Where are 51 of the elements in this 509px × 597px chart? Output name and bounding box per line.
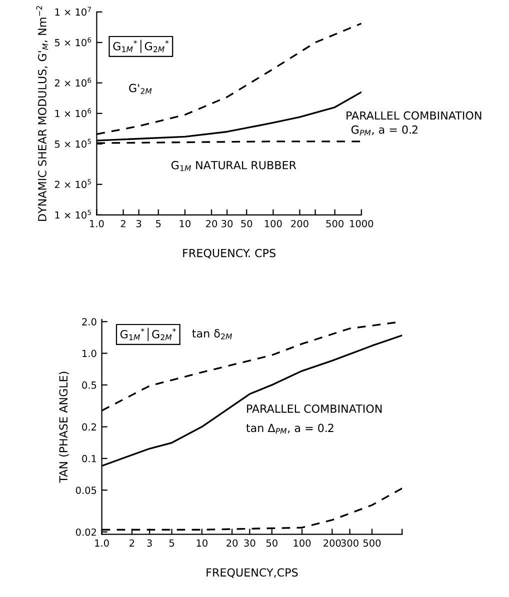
y-tick-label: 0.05 [76, 486, 96, 494]
x-tick-label: 500 [363, 539, 381, 547]
x-tick-label: 50 [266, 539, 278, 547]
x-tick-label: 5 [156, 220, 161, 228]
x-tick-label: 200 [291, 220, 308, 228]
y-tick-label: 1 × 10$^{6}$ [55, 108, 92, 118]
y-tick-label: 5 × 10$^{6}$ [54, 37, 92, 46]
y-tick-label: 0.1 [82, 454, 96, 462]
x-tick-label: 20 [206, 220, 218, 228]
y-axis-title: TAN (PHASE ANGLE) [58, 372, 69, 483]
x-tick-label: 30 [244, 539, 256, 547]
y-tick-label: 1 × 10$^{7}$ [55, 6, 91, 16]
y-tick-label: 5 × 10$^{5}$ [54, 138, 91, 148]
x-tick-label: 300 [341, 539, 358, 547]
annotation: tan δ$_{2M}$ [192, 329, 232, 340]
x-tick-label: 200 [324, 539, 341, 547]
x-tick-label: 2 [120, 220, 126, 228]
y-tick-label: 0.02 [76, 528, 96, 536]
x-tick-label: 50 [241, 220, 252, 228]
annotation: G$_{1M}$ NATURAL RUBBER [171, 160, 296, 172]
y-tick-label: 2 × 10$^{5}$ [54, 179, 91, 188]
x-tick-label: 3 [147, 539, 152, 547]
y-tick-label: 0.5 [82, 381, 96, 389]
y-tick-label: 1.0 [82, 350, 96, 358]
annotation: G$_{PM}$, a = 0.2 [351, 125, 418, 136]
x-axis-title: FREQUENCY. CPS [183, 248, 276, 259]
x-tick-label: 1.0 [90, 220, 104, 228]
x-tick-label: 10 [196, 539, 208, 547]
annotation: PARALLEL COMBINATION [247, 404, 382, 413]
x-tick-label: 5 [169, 539, 174, 547]
x-tick-label: 20 [226, 539, 238, 547]
y-tick-label: 1 × 10$^{5}$ [55, 210, 91, 219]
x-tick-label: 10 [180, 220, 190, 228]
y-tick-label: 2 × 10$^{6}$ [54, 78, 92, 87]
x-axis-title: FREQUENCY,CPS [206, 568, 298, 578]
x-tick-label: 1.0 [95, 539, 109, 547]
x-tick-label: 2 [130, 539, 134, 547]
annotation: PARALLEL COMBINATION [346, 111, 482, 120]
annotation: G$_{1M}$$^{*}$│G$_{2M}$$^{*}$ [120, 328, 176, 342]
x-tick-label: 100 [264, 220, 282, 228]
x-tick-label: 30 [222, 220, 233, 228]
y-axis-title: DYNAMIC SHEAR MODULUS, G'$_{M}$, Nm$^{−2}$ [36, 6, 48, 221]
y-tick-label: 2.0 [82, 318, 96, 326]
x-tick-label: 100 [294, 539, 311, 547]
annotation: G$_{1M}$$^{*}$│G$_{2M}$$^{*}$ [113, 40, 169, 54]
annotation: G'$_{2M}$ [129, 84, 152, 94]
y-tick-label: 0.2 [82, 423, 96, 431]
x-tick-label: 1000 [350, 220, 374, 228]
annotation: tan Δ$_{PM}$, a = 0.2 [246, 424, 334, 434]
x-tick-label: 500 [326, 220, 344, 228]
x-tick-label: 3 [136, 220, 142, 228]
